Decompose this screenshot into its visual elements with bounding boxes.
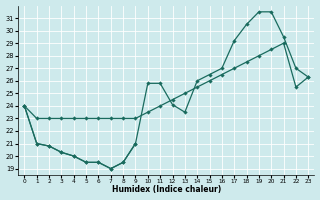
X-axis label: Humidex (Indice chaleur): Humidex (Indice chaleur) <box>112 185 221 194</box>
